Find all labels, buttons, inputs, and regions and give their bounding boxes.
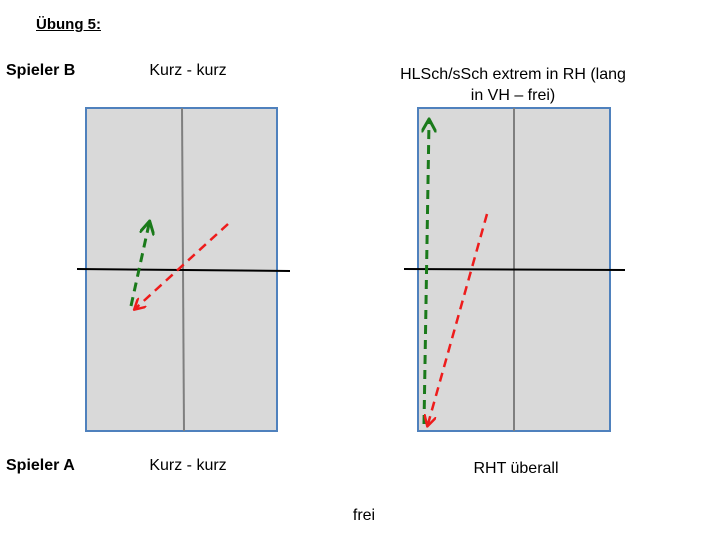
player-b-label: Spieler B [6, 62, 76, 79]
table-1-net [76, 268, 291, 272]
table-2-top-label: HLSch/sSch extrem in RH (lang in VH – fr… [400, 66, 626, 104]
table-1-top-label: Kurz - kurz [149, 62, 227, 79]
exercise-title: Übung 5: [36, 16, 101, 33]
table-2-net [403, 268, 626, 271]
table-1 [76, 107, 291, 432]
table-2 [403, 107, 626, 432]
footer-label: frei [352, 507, 376, 524]
table-1-red-arrow [136, 223, 229, 308]
table-2-bottom-label: RHT überall [473, 460, 559, 477]
player-a-label: Spieler A [6, 457, 75, 474]
table-2-red-arrow [428, 213, 489, 424]
table-1-bottom-label: Kurz - kurz [149, 457, 227, 474]
table-2-green-arrow [424, 122, 429, 425]
